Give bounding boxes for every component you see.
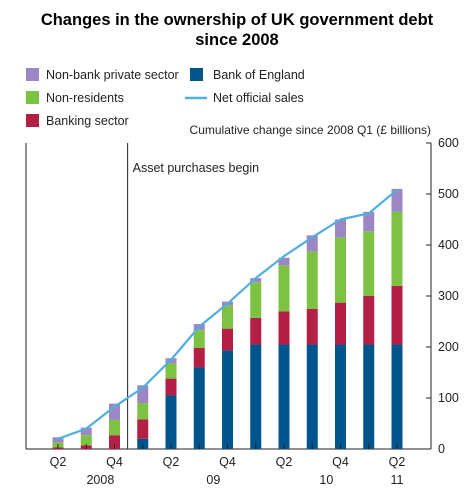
x-tick-label: Q4 <box>106 455 123 469</box>
y-tick-label: 500 <box>438 187 459 201</box>
legend-swatch <box>26 114 39 127</box>
x-tick-label: Q2 <box>163 455 180 469</box>
plot-area: 0 100 200 300 400 500 600 Asset purchases begin… <box>25 136 459 487</box>
bar-segment <box>335 237 346 303</box>
bar-segment <box>222 305 233 329</box>
bar-segment <box>250 278 262 283</box>
chart-title: Changes in the ownership of UK governmen… <box>0 10 474 50</box>
chart-title-line-2: since 2008 <box>195 31 279 49</box>
bar-segment <box>137 385 149 404</box>
bar-segment <box>137 438 149 449</box>
bar-segment <box>222 328 233 351</box>
bar-segment <box>165 378 177 396</box>
bar-segment <box>193 348 205 368</box>
bar-segment <box>391 285 403 345</box>
bar-segment <box>391 188 403 212</box>
bar-segment <box>165 395 177 449</box>
bar-segment <box>306 251 318 309</box>
bar-segment <box>363 344 375 449</box>
bar-segment <box>80 427 92 436</box>
bar-segment <box>193 367 205 449</box>
bar-segment <box>250 282 262 318</box>
bar-segment <box>335 344 346 449</box>
legend-label: Non-bank private sector <box>46 68 179 82</box>
bar-segment <box>391 344 403 449</box>
bar-segment <box>109 403 120 420</box>
year-label: 09 <box>206 473 220 487</box>
bar-segment <box>278 265 290 312</box>
legend-label: Net official sales <box>213 91 304 105</box>
bar-segment <box>109 435 120 449</box>
bar-segment <box>137 419 149 439</box>
legend-swatch <box>190 68 203 81</box>
legend-label: Bank of England <box>213 68 305 82</box>
bar-segment <box>306 308 318 345</box>
bar-segment <box>137 403 149 420</box>
bar-segment <box>80 435 92 446</box>
legend: Non-bank private sector Non-residents Bank… <box>26 68 305 128</box>
y-tick-label: 400 <box>438 238 459 252</box>
chart-title-line-1: Changes in the ownership of UK governmen… <box>40 11 434 29</box>
bar-segment <box>363 296 375 345</box>
y-tick-label: 0 <box>438 442 445 456</box>
annotation-label: Asset purchases begin <box>133 161 260 175</box>
x-tick-label: Q4 <box>332 455 349 469</box>
legend-swatch <box>26 91 39 104</box>
bar-segment <box>363 211 375 232</box>
net-official-sales-line <box>56 188 399 440</box>
bar-segment <box>278 257 290 266</box>
bar-segment <box>363 231 375 296</box>
unit-label: Cumulative change since 2008 Q1 (£ billi… <box>190 123 431 137</box>
bar-segment <box>250 317 262 345</box>
bar-segment <box>278 344 290 449</box>
y-tick-label: 600 <box>438 136 459 150</box>
y-tick-label: 100 <box>438 391 459 405</box>
x-tick-label: Q2 <box>276 455 293 469</box>
bar-segment <box>193 330 205 349</box>
year-label: 11 <box>391 473 404 487</box>
year-label: 2008 <box>86 473 114 487</box>
bar-segment <box>391 211 403 286</box>
bar-segment <box>250 344 262 449</box>
bar-segment <box>306 344 318 449</box>
bar-segment <box>335 302 346 345</box>
legend-label: Banking sector <box>46 114 129 128</box>
bar-segment <box>222 350 233 449</box>
x-tick-label: Q2 <box>389 455 406 469</box>
y-tick-label: 300 <box>438 289 459 303</box>
x-tick-label: Q4 <box>219 455 236 469</box>
y-tick-label: 200 <box>438 340 459 354</box>
bar-segment <box>165 363 177 379</box>
bar-segment <box>306 235 318 252</box>
x-tick-label: Q2 <box>50 455 67 469</box>
bar-segment <box>335 219 346 238</box>
legend-label: Non-residents <box>46 91 124 105</box>
bar-segment <box>278 311 290 345</box>
legend-swatch <box>26 68 39 81</box>
bar-segment <box>109 419 120 436</box>
year-label: 10 <box>319 473 333 487</box>
